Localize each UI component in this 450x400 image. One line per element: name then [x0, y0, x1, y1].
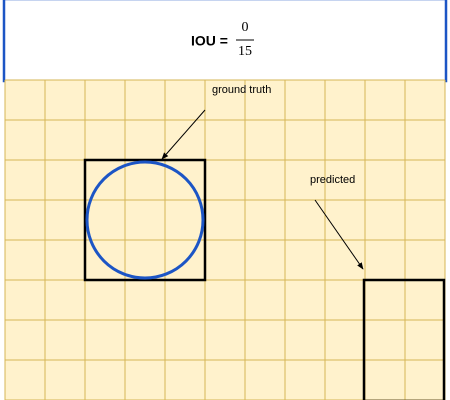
predicted-box — [362, 278, 446, 400]
formula-label: IOU = — [191, 33, 228, 49]
ground-truth-label: ground truth — [212, 84, 271, 96]
ground-truth-circle — [85, 160, 205, 280]
ground-truth-box — [83, 158, 207, 282]
denominator: 15 — [238, 44, 252, 59]
ground-truth-arrow — [161, 109, 206, 160]
header-frame — [2, 0, 448, 83]
predicted-label: predicted — [310, 174, 355, 186]
numerator: 0 — [242, 20, 249, 35]
predicted-arrow — [314, 199, 364, 270]
